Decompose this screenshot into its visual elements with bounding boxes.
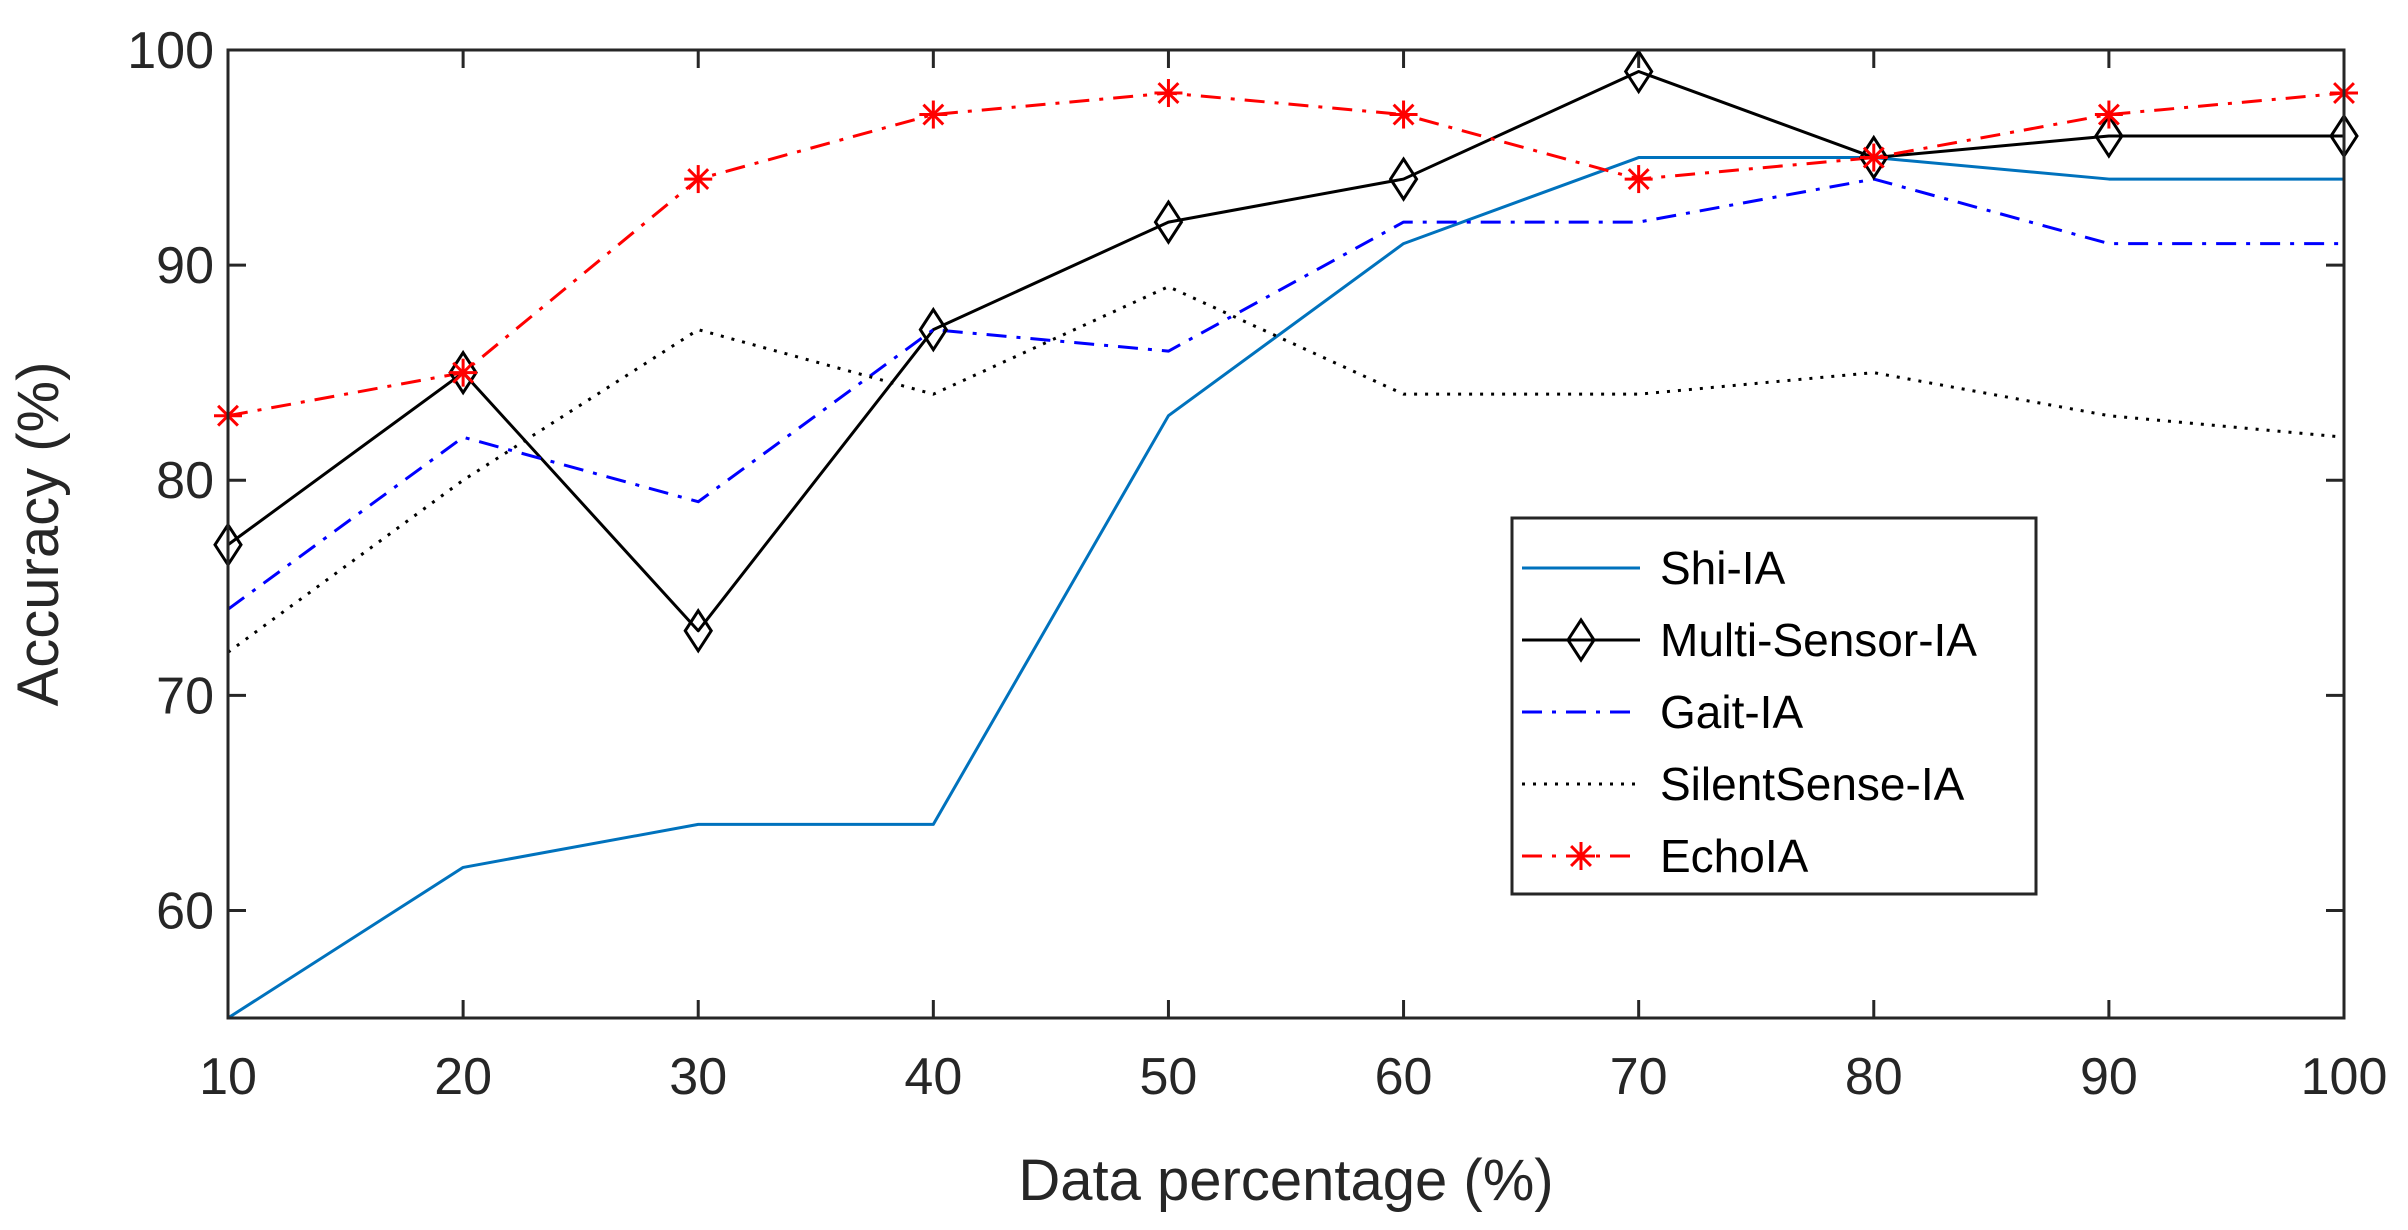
data-point-multi-sensor-ia [1388, 156, 1419, 202]
x-tick-label: 50 [1140, 1048, 1198, 1106]
x-tick-label: 40 [904, 1048, 962, 1106]
series-line-multi-sensor-ia [227, 70, 2344, 633]
legend-label-gait-ia: Gait-IA [1660, 686, 1803, 738]
axes-box [226, 48, 2346, 1020]
y-tick-label: 90 [156, 237, 214, 295]
legend-box [1510, 516, 2038, 896]
data-point-echoia [1154, 79, 1183, 108]
data-point-echoia [919, 100, 948, 129]
y-tick-label: 80 [156, 452, 214, 510]
x-tick-label: 80 [1845, 1048, 1903, 1106]
x-tick-label: 100 [2301, 1048, 2388, 1106]
x-tick-label: 70 [1610, 1048, 1668, 1106]
x-tick-label: 90 [2080, 1048, 2138, 1106]
data-point-multi-sensor-ia [918, 306, 949, 353]
x-tick-label: 10 [199, 1048, 257, 1106]
x-tick-label: 20 [434, 1048, 492, 1106]
y-tick-label: 100 [127, 22, 214, 80]
data-point-multi-sensor-ia [2094, 113, 2124, 159]
series-line-silentsense-ia [227, 285, 2345, 654]
series-line-gait-ia [227, 177, 2344, 611]
legend-label-multi-sensor-ia: Multi-Sensor-IA [1660, 614, 1977, 666]
legend-label-silentsense-ia: SilentSense-IA [1660, 758, 1965, 810]
legend-marker-multi-sensor-ia [1566, 617, 1596, 663]
x-tick-label: 30 [669, 1048, 727, 1106]
data-point-multi-sensor-ia [683, 608, 714, 654]
legend-label-echoia: EchoIA [1660, 830, 1809, 882]
data-point-echoia [2094, 100, 2123, 129]
data-point-multi-sensor-ia [1153, 199, 1184, 245]
data-point-echoia [1624, 165, 1653, 194]
y-tick-label: 70 [156, 667, 214, 725]
data-point-echoia [449, 358, 478, 387]
data-point-echoia [1389, 100, 1418, 129]
series-line-echoia [227, 91, 2345, 418]
y-axis-title: Accuracy (%) [6, 362, 71, 707]
legend-label-shi-ia: Shi-IA [1660, 542, 1786, 594]
series-line-shi-ia [227, 156, 2344, 1020]
data-point-multi-sensor-ia [1623, 48, 1654, 95]
legend: Shi-IA Multi-Sensor-IA Gait-IA SilentSense-… [1510, 516, 2038, 896]
legend-marker-echoia [1567, 842, 1595, 870]
x-tick-label: 60 [1375, 1048, 1433, 1106]
y-tick-label: 60 [156, 882, 214, 940]
x-axis-title: Data percentage (%) [1018, 1148, 1553, 1213]
data-point-echoia [684, 165, 713, 194]
data-point-echoia [1859, 143, 1888, 172]
